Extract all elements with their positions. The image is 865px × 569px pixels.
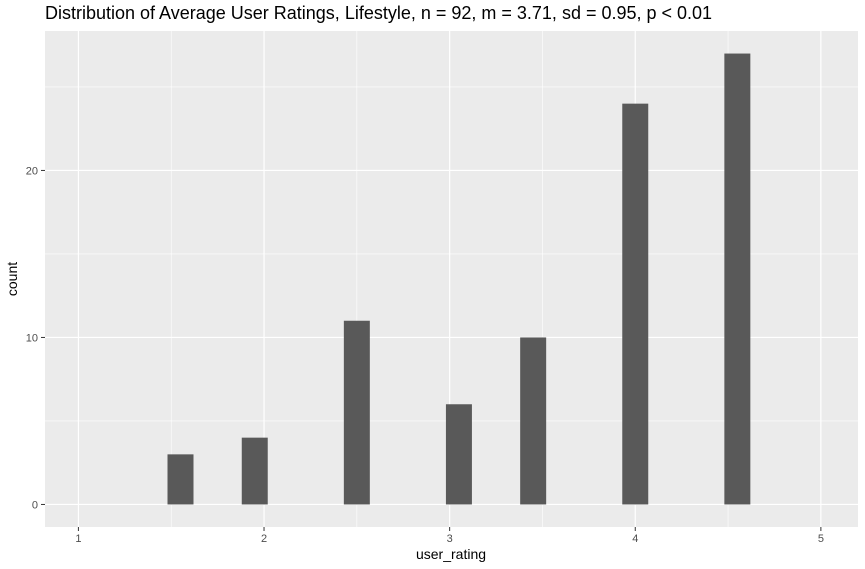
histogram-bar: [724, 53, 751, 505]
histogram-bars: [167, 53, 751, 505]
histogram-bar: [241, 437, 268, 505]
y-axis-title: count: [4, 262, 20, 296]
histogram-bar: [167, 454, 194, 505]
x-axis: 1 2 3 4 5: [75, 527, 824, 545]
y-tick-label: 10: [26, 332, 38, 344]
y-axis: 0 10 20: [26, 165, 45, 511]
x-tick-label: 4: [632, 533, 638, 545]
histogram-bar: [445, 404, 472, 505]
y-tick-label: 0: [32, 499, 38, 511]
x-tick-label: 1: [75, 533, 81, 545]
chart-title: Distribution of Average User Ratings, Li…: [45, 3, 713, 23]
histogram-bar: [520, 337, 547, 505]
x-tick-label: 5: [818, 533, 824, 545]
x-tick-label: 2: [261, 533, 267, 545]
y-tick-label: 20: [26, 165, 38, 177]
x-axis-title: user_rating: [416, 546, 486, 562]
x-tick-label: 3: [447, 533, 453, 545]
histogram-bar: [622, 103, 649, 505]
histogram-bar: [343, 320, 370, 505]
